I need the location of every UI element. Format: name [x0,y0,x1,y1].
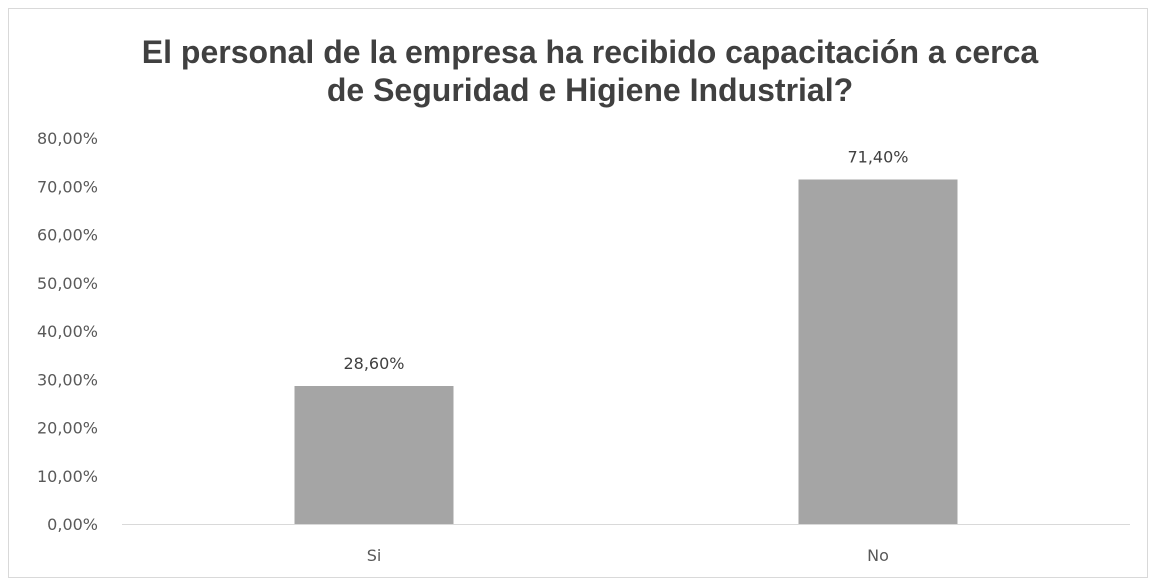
chart-frame [8,8,1148,578]
data-label: 71,40% [847,147,908,166]
x-axis: Si No [122,524,1130,565]
y-tick-label: 50,00% [37,274,98,293]
chart-title-line-1: El personal de la empresa ha recibido ca… [141,34,1039,70]
y-tick-label: 0,00% [47,515,98,534]
chart-title: El personal de la empresa ha recibido ca… [100,33,1080,109]
chart-title-line-2: de Seguridad e Higiene Industrial? [326,72,854,108]
data-label: 28,60% [343,354,404,373]
y-tick-label: 10,00% [37,467,98,486]
bar-no [798,179,958,524]
y-tick-label: 30,00% [37,370,98,389]
y-tick-label: 20,00% [37,419,98,438]
y-axis: 0,00% 10,00% 20,00% 30,00% 40,00% 50,00% 60,00… [37,129,98,534]
bar-si [294,386,454,524]
y-tick-label: 80,00% [37,129,98,148]
bars: 28,60% 71,40% [294,147,958,524]
y-tick-label: 40,00% [37,322,98,341]
y-tick-label: 60,00% [37,226,98,245]
y-tick-label: 70,00% [37,177,98,196]
x-tick-label: Si [367,546,382,565]
x-tick-label: No [867,546,889,565]
